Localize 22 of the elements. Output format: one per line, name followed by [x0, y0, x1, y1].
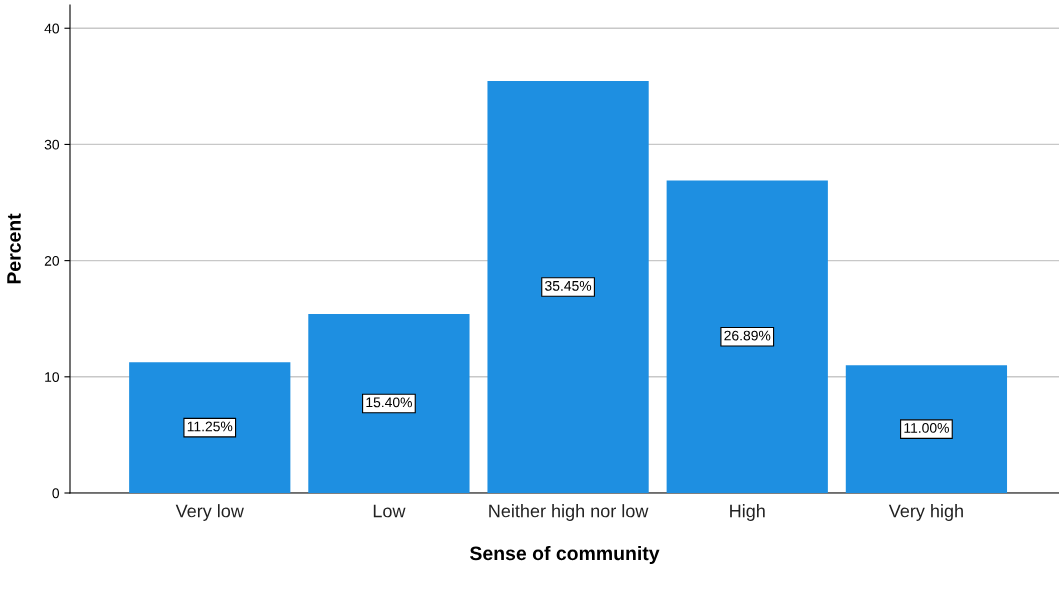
data-label: 11.00% — [904, 422, 949, 433]
bar — [129, 362, 291, 493]
bar — [666, 180, 828, 493]
data-label: 26.89% — [724, 330, 771, 341]
data-label: 15.40% — [366, 397, 412, 408]
x-tick-label: High — [730, 504, 765, 521]
x-tick-label: Very low — [175, 504, 244, 521]
data-label: 35.45% — [545, 280, 592, 291]
x-tick-label: Low — [373, 504, 406, 518]
x-tick-label: Neither high nor low — [489, 504, 649, 521]
bar — [845, 365, 1008, 493]
y-axis-title: Percent — [7, 213, 21, 284]
y-tick-label: 20 — [44, 255, 60, 266]
y-tick-label: 0 — [52, 488, 60, 499]
y-tick-label: 40 — [44, 23, 60, 34]
bar — [487, 81, 649, 493]
y-tick-label: 30 — [44, 139, 60, 150]
y-tick-label: 10 — [45, 372, 60, 382]
data-label: 11.25% — [187, 421, 233, 432]
bar — [308, 314, 470, 493]
x-axis-title: Sense of community — [469, 545, 660, 565]
x-tick-label: Very high — [888, 504, 963, 521]
